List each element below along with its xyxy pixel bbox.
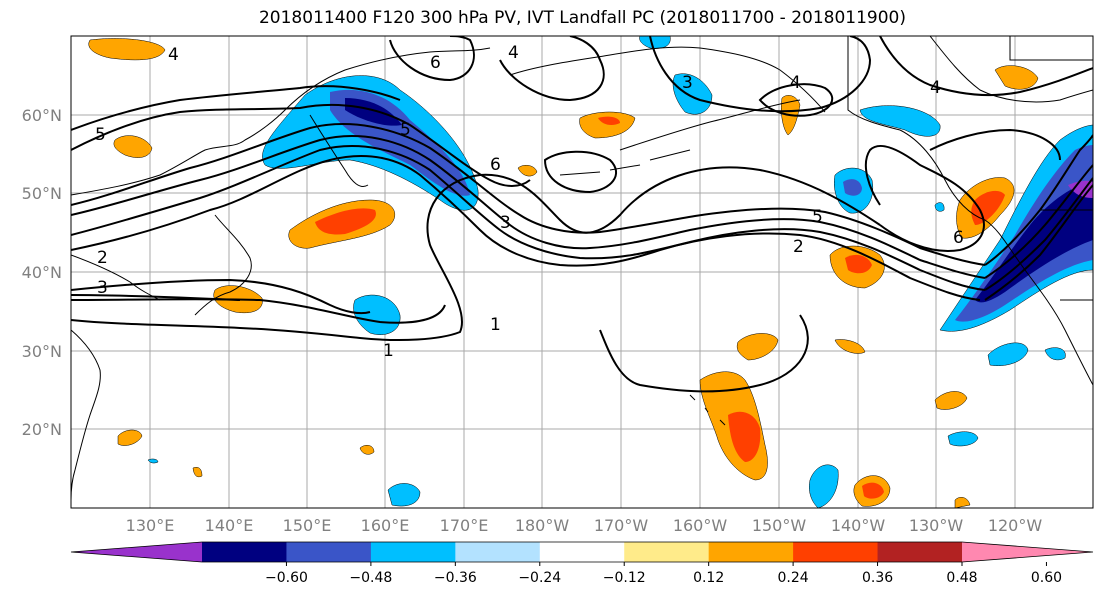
colorbar-tick-label: −0.24 [518, 570, 561, 586]
lon-label: 140°E [205, 516, 254, 535]
colorbar-tick-label: −0.48 [349, 570, 392, 586]
colorbar-segment [708, 542, 794, 562]
contour-label: 6 [430, 53, 441, 73]
contour-label: 1 [490, 315, 501, 335]
colorbar-outline [70, 541, 1094, 563]
contour-label: 6 [490, 155, 501, 175]
contour-label: 2 [97, 248, 108, 268]
map-frame [70, 35, 1094, 509]
colorbar-tick-label: −0.36 [434, 570, 477, 586]
colorbar-tick-label: −0.12 [603, 570, 646, 586]
longitude-labels: 130°E 140°E 150°E 160°E 170°E 180°W 170°… [126, 516, 1043, 535]
lat-label: 30°N [22, 342, 62, 361]
colorbar-tick-label: 0.36 [862, 570, 893, 586]
contour-label: 4 [168, 45, 179, 65]
contour-label: 5 [400, 120, 411, 140]
colorbar-extend-low [71, 542, 202, 562]
contour-label: 5 [812, 207, 823, 227]
colorbar-segment [877, 542, 963, 562]
lat-label: 20°N [22, 420, 62, 439]
colorbar-tick-label: 0.48 [946, 570, 977, 586]
colorbar-tick-label: 0.24 [778, 570, 809, 586]
colorbar-tick-label: 0.60 [1031, 570, 1062, 586]
lat-label: 50°N [22, 184, 62, 203]
contour-label: 4 [930, 78, 941, 98]
lon-label: 180°W [515, 516, 570, 535]
lon-label: 170°E [440, 516, 489, 535]
lon-label: 160°E [361, 516, 410, 535]
colorbar-segment [455, 542, 541, 562]
contour-label: 1 [383, 341, 394, 361]
lon-label: 130°E [126, 516, 175, 535]
latitude-labels: 60°N 50°N 40°N 30°N 20°N [22, 106, 62, 439]
contour-label: 3 [500, 213, 511, 233]
lon-label: 160°W [673, 516, 728, 535]
lat-label: 40°N [22, 263, 62, 282]
coastlines [71, 36, 1093, 501]
colorbar-extend-high [962, 542, 1093, 562]
colorbar-tick-label: −0.60 [265, 570, 308, 586]
contour-label: 3 [97, 278, 108, 298]
contour-label: 2 [793, 237, 804, 257]
contour-label: 6 [953, 228, 964, 248]
contour-label: 4 [790, 73, 801, 93]
contour-labels: 1 1 2 2 3 3 3 4 4 4 4 5 5 5 6 6 6 [95, 43, 964, 361]
contour-label: 5 [95, 125, 106, 145]
contour-label: 4 [508, 43, 519, 63]
lon-label: 170°W [594, 516, 649, 535]
pv-contours [71, 36, 1093, 393]
colorbar-segment [202, 542, 287, 562]
map-title: 2018011400 F120 300 hPa PV, IVT Landfall… [258, 8, 906, 28]
map-panel: 1 1 2 2 3 3 3 4 4 4 4 5 5 5 6 6 6 [71, 36, 1093, 508]
lon-label: 130°W [909, 516, 964, 535]
colorbar: −0.60 −0.48 −0.36 −0.24 −0.12 0.12 0.24 0.36 0.4… [70, 541, 1094, 586]
colorbar-segment [370, 542, 456, 562]
lon-label: 140°W [831, 516, 886, 535]
lon-label: 120°W [988, 516, 1043, 535]
contour-label: 3 [682, 73, 693, 93]
lon-label: 150°W [752, 516, 807, 535]
colorbar-segment [793, 542, 879, 562]
colorbar-segment [539, 542, 625, 562]
colorbar-segment [624, 542, 710, 562]
colorbar-segment [286, 542, 372, 562]
lat-label: 60°N [22, 106, 62, 125]
colorbar-tick-label: 0.12 [693, 570, 724, 586]
lon-label: 150°E [283, 516, 332, 535]
